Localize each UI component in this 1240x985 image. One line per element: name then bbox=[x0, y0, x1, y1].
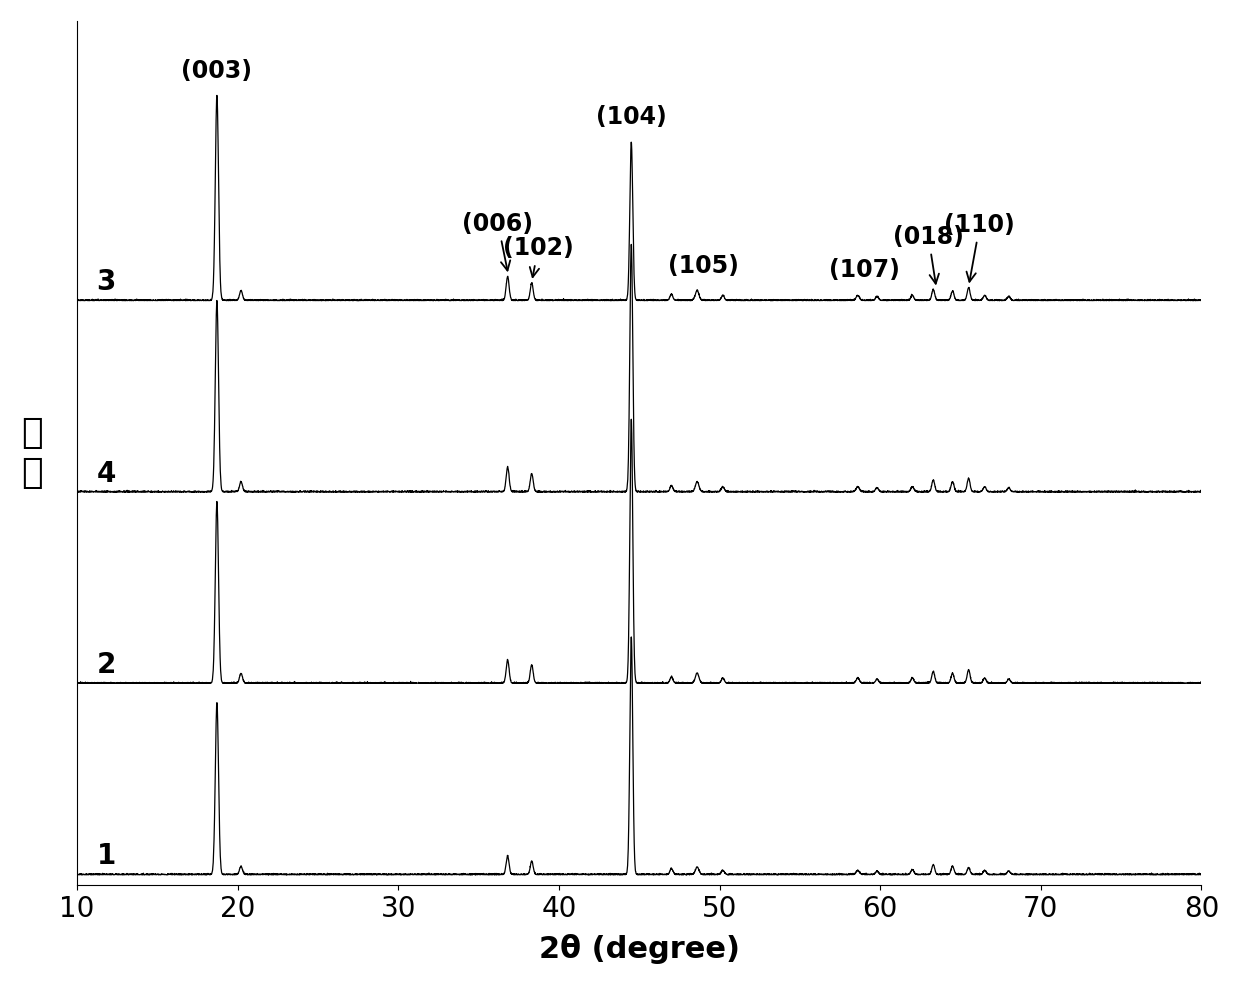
Text: (104): (104) bbox=[596, 105, 667, 129]
Text: (110): (110) bbox=[945, 213, 1016, 282]
Text: (006): (006) bbox=[463, 212, 533, 271]
Text: (018): (018) bbox=[893, 225, 963, 284]
Text: 4: 4 bbox=[97, 460, 115, 488]
Text: (102): (102) bbox=[502, 236, 574, 277]
Text: 1: 1 bbox=[97, 842, 115, 871]
Y-axis label: 强
度: 强 度 bbox=[21, 417, 42, 490]
Text: (003): (003) bbox=[181, 59, 253, 83]
Text: 3: 3 bbox=[97, 268, 115, 296]
Text: 2: 2 bbox=[97, 651, 115, 679]
Text: (105): (105) bbox=[668, 253, 739, 278]
Text: (107): (107) bbox=[828, 258, 900, 283]
X-axis label: 2θ (degree): 2θ (degree) bbox=[539, 934, 740, 964]
